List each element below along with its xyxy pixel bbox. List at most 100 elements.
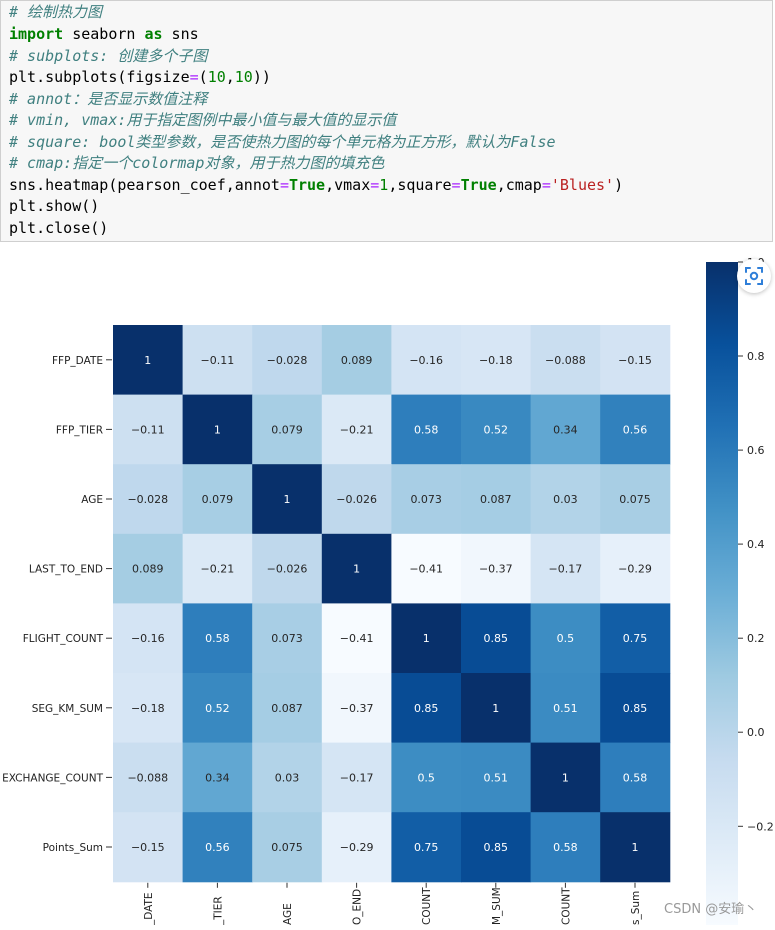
- heatmap-cell: [113, 325, 184, 396]
- cell-annotation: 0.51: [484, 771, 509, 784]
- cell-annotation: 0.34: [553, 423, 578, 436]
- code-cell[interactable]: # 绘制热力图 import seaborn as sns # subplots…: [0, 0, 773, 242]
- code-text: )): [252, 68, 271, 86]
- cell-annotation: −0.21: [340, 423, 374, 436]
- cell-annotation: −0.026: [267, 563, 308, 576]
- cell-annotation: 0.56: [623, 423, 648, 436]
- code-line-5: # annot：是否显示数值注释: [9, 88, 207, 110]
- heatmap-cell: [252, 325, 323, 396]
- heatmap-cell: [321, 673, 392, 744]
- cell-annotation: 0.85: [484, 632, 509, 645]
- cell-annotation: 0.075: [271, 841, 303, 854]
- x-tick-label: _TIER: [212, 896, 224, 925]
- heatmap-cell: [461, 464, 532, 535]
- cell-annotation: −0.29: [340, 841, 374, 854]
- cell-annotation: 1: [144, 354, 151, 367]
- code-line-6: # vmin, vmax:用于指定图例中最小值与最大值的显示值: [9, 109, 396, 131]
- code-operator: =: [370, 176, 380, 194]
- heatmap-cell: [600, 464, 671, 535]
- heatmap-cell: [600, 742, 671, 813]
- colorbar-tick-label: 0.4: [747, 538, 765, 551]
- cell-annotation: −0.088: [545, 354, 586, 367]
- cell-annotation: −0.028: [127, 493, 168, 506]
- cell-annotation: −0.026: [336, 493, 377, 506]
- heatmap-cell: [530, 603, 601, 674]
- heatmap-cell: [600, 603, 671, 674]
- cell-annotation: 0.03: [275, 771, 300, 784]
- code-comment: # vmin, vmax:用于指定图例中最小值与最大值的显示值: [9, 111, 397, 129]
- heatmap-annotations: 1 −0.11 −0.028 0.089 −0.16 −0.18 −0.088 −0.15 −0…: [127, 354, 651, 854]
- heatmap-cell: [530, 673, 601, 744]
- code-line-2: import seaborn as sns: [9, 23, 199, 45]
- heatmap-cell: [530, 464, 601, 535]
- cell-annotation: 0.52: [205, 702, 230, 715]
- heatmap-cell: [461, 673, 532, 744]
- code-keyword: import: [9, 25, 64, 43]
- code-comment: # 绘制热力图: [9, 3, 103, 21]
- cell-annotation: 0.075: [619, 493, 651, 506]
- heatmap-cell: [113, 812, 184, 883]
- x-axis-labels: _DATE _TIER AGE O_END COUNT M_SUM COUNT s_Sum: [143, 882, 642, 926]
- heatmap-cell: [321, 603, 392, 674]
- heatmap-cell: [252, 812, 323, 883]
- code-comment: # subplots: 创建多个子图: [9, 47, 208, 65]
- heatmap-cell: [252, 394, 323, 465]
- heatmap-cell: [321, 394, 392, 465]
- heatmap-cell: [600, 533, 671, 604]
- watermark: CSDN @安瑜丶: [664, 902, 758, 917]
- cell-annotation: −0.41: [340, 632, 374, 645]
- cell-annotation: 0.089: [341, 354, 373, 367]
- cell-annotation: 0.079: [271, 423, 303, 436]
- code-text: ,: [225, 68, 235, 86]
- code-comment: # annot：是否显示数值注释: [9, 90, 208, 108]
- code-text: sns.heatmap(pearson_coef,annot: [9, 176, 280, 194]
- heatmap-cell: [600, 812, 671, 883]
- cell-annotation: −0.37: [340, 702, 374, 715]
- code-line-1: # 绘制热力图: [9, 1, 102, 23]
- cell-annotation: 0.079: [202, 493, 234, 506]
- cell-annotation: −0.41: [409, 563, 443, 576]
- code-text: plt.subplots(figsize: [9, 68, 190, 86]
- cell-annotation: −0.21: [201, 563, 235, 576]
- heatmap-cell: [391, 394, 462, 465]
- cell-annotation: −0.16: [131, 632, 165, 645]
- code-operator: =: [451, 176, 461, 194]
- heatmap-cell: [530, 325, 601, 396]
- image-settings-button[interactable]: [737, 259, 771, 293]
- cell-annotation: 0.5: [557, 632, 575, 645]
- cell-annotation: 0.58: [414, 423, 439, 436]
- colorbar-tick-label: 0.8: [747, 350, 765, 363]
- heatmap-cell: [321, 464, 392, 535]
- cell-annotation: 0.5: [417, 771, 435, 784]
- heatmap-cell: [113, 464, 184, 535]
- cell-annotation: −0.088: [127, 771, 168, 784]
- y-axis-labels: FFP_DATE FFP_TIER AGE LAST_TO_END FLIGHT_COU…: [2, 355, 112, 854]
- cell-annotation: −0.17: [340, 771, 374, 784]
- y-tick-label: FFP_TIER: [56, 424, 103, 436]
- code-keyword: True: [460, 176, 497, 194]
- colorbar-tick-label: −0.2: [747, 820, 774, 833]
- code-text: ): [614, 176, 624, 194]
- heatmap-cell: [461, 533, 532, 604]
- cell-annotation: 1: [492, 702, 499, 715]
- cell-annotation: 1: [632, 841, 639, 854]
- x-tick-label: M_SUM: [491, 887, 503, 925]
- heatmap-cell: [530, 742, 601, 813]
- cell-annotation: −0.17: [549, 563, 583, 576]
- heatmap-cell: [321, 533, 392, 604]
- heatmap-cell: [600, 394, 671, 465]
- cell-annotation: 0.34: [205, 771, 230, 784]
- heatmap-cell: [461, 742, 532, 813]
- heatmap-cell: [252, 742, 323, 813]
- heatmap-cell: [391, 673, 462, 744]
- cell-annotation: 0.073: [410, 493, 442, 506]
- heatmap-cell: [391, 742, 462, 813]
- heatmap-cell: [530, 812, 601, 883]
- code-operator: =: [279, 176, 289, 194]
- heatmap-cell: [391, 533, 462, 604]
- y-tick-label: LAST_TO_END: [29, 564, 103, 576]
- code-operator: =: [541, 176, 551, 194]
- code-line-3: # subplots: 创建多个子图: [9, 45, 207, 67]
- heatmap-cell: [391, 325, 462, 396]
- cell-annotation: −0.11: [201, 354, 235, 367]
